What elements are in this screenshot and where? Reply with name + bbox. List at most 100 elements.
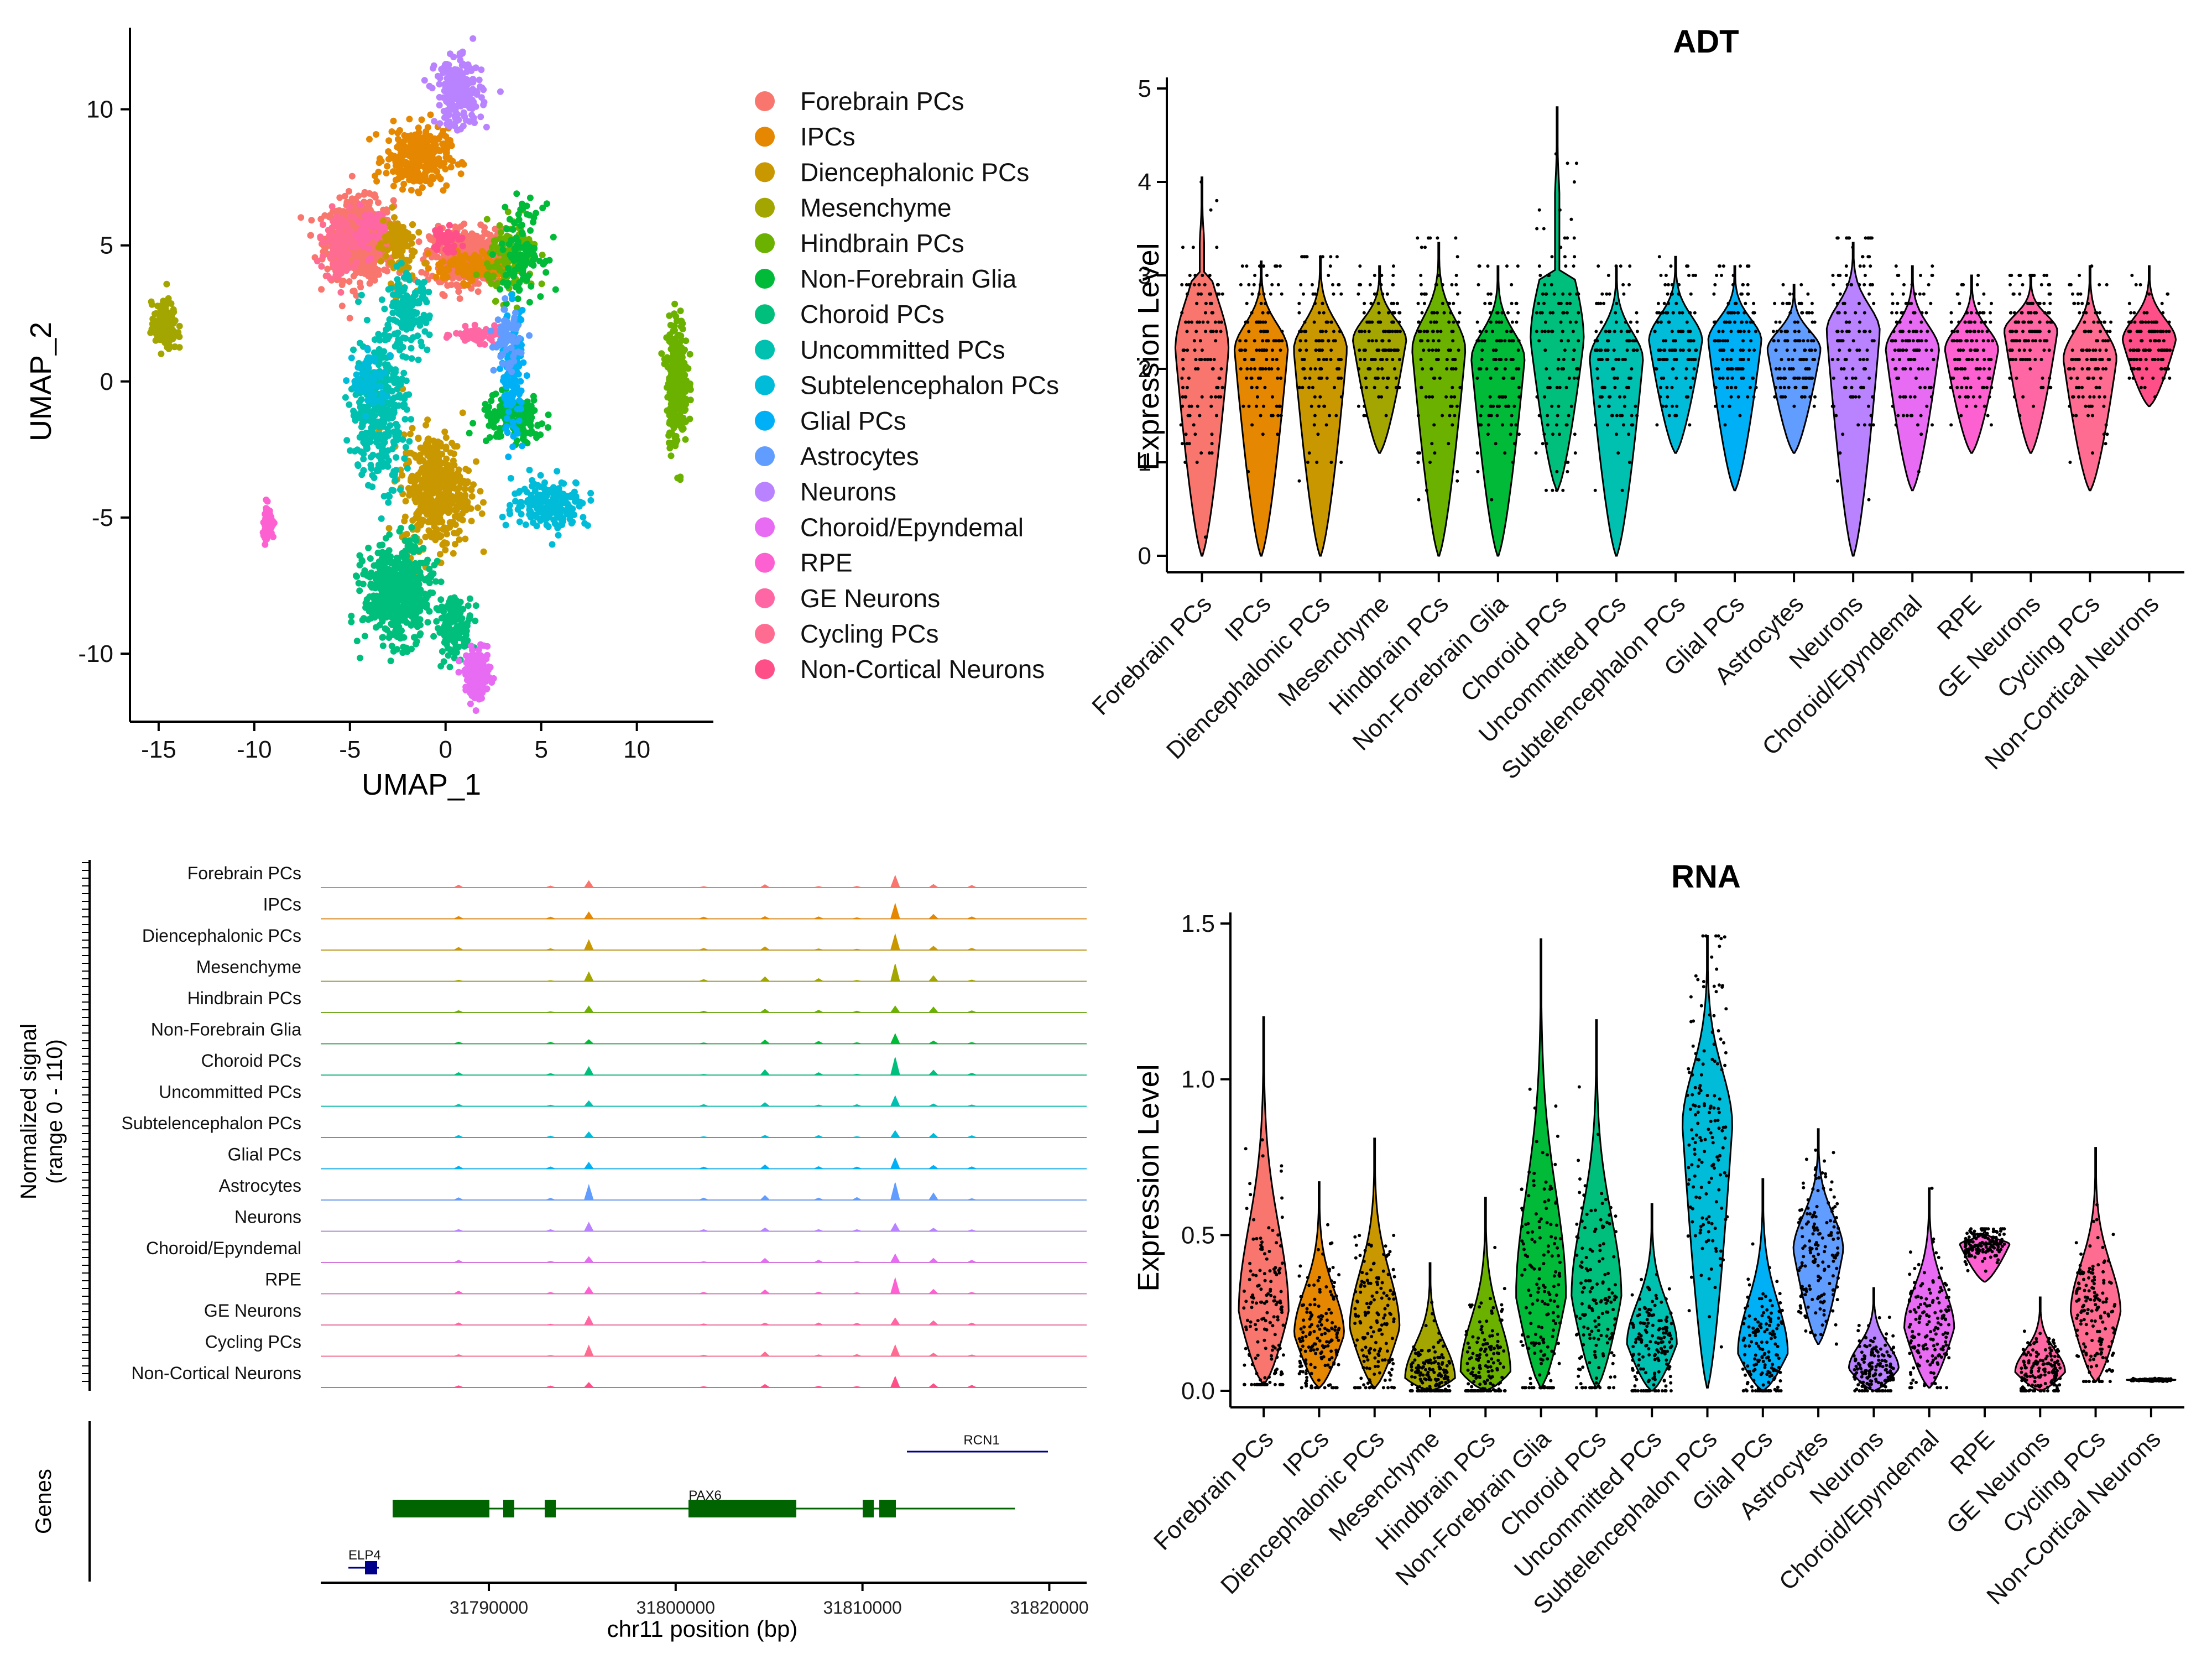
umap-point	[477, 488, 484, 495]
umap-point	[402, 498, 409, 505]
umap-point	[424, 346, 431, 353]
umap-point	[366, 246, 373, 253]
umap-point	[499, 360, 507, 367]
umap-point	[155, 320, 163, 327]
umap-point	[397, 311, 404, 318]
umap-point	[410, 634, 418, 641]
umap-point	[365, 616, 372, 623]
umap-point	[152, 337, 159, 344]
umap-point	[346, 278, 353, 285]
umap-point	[361, 567, 368, 574]
umap-point	[385, 137, 393, 144]
umap-point	[678, 344, 685, 351]
umap-point	[504, 320, 511, 327]
umap-point	[163, 300, 170, 307]
umap-point	[389, 575, 395, 582]
umap-point	[520, 274, 528, 281]
umap-point	[405, 586, 412, 593]
umap-point	[441, 604, 448, 611]
umap-point	[159, 327, 166, 335]
umap-point	[519, 200, 525, 207]
umap-point	[504, 391, 511, 398]
umap-point	[450, 550, 457, 557]
umap-point	[534, 492, 541, 499]
umap-point	[365, 482, 372, 489]
umap-point	[369, 224, 376, 231]
umap-point	[515, 418, 523, 425]
umap-point	[415, 471, 422, 478]
umap-point	[524, 404, 531, 411]
umap-point	[360, 467, 367, 474]
umap-point	[527, 227, 534, 234]
umap-point	[147, 329, 154, 336]
umap-point	[495, 409, 502, 416]
umap-point	[383, 170, 390, 177]
umap-point	[353, 371, 360, 378]
umap-point	[443, 455, 450, 462]
umap-point	[460, 272, 467, 279]
umap-point	[404, 133, 411, 140]
umap-point	[402, 547, 409, 555]
umap-point	[552, 286, 559, 293]
umap-point	[516, 397, 523, 404]
umap-point	[478, 510, 486, 517]
umap-point	[450, 480, 457, 487]
umap-point	[469, 420, 477, 427]
umap-point	[364, 257, 372, 264]
umap-point	[473, 272, 480, 278]
umap-point	[502, 204, 509, 211]
umap-point	[433, 508, 440, 515]
umap-point	[456, 50, 463, 57]
umap-point	[445, 652, 452, 659]
umap-point	[587, 489, 594, 497]
umap-point	[519, 231, 526, 237]
umap-point	[383, 626, 390, 633]
umap-point	[367, 430, 374, 437]
umap-point	[457, 170, 465, 178]
umap-point	[397, 236, 404, 243]
umap-point	[565, 493, 572, 500]
umap-point	[436, 147, 443, 154]
umap-point	[404, 539, 411, 546]
umap-point	[393, 318, 400, 325]
umap-point	[445, 137, 452, 144]
umap-point	[475, 280, 482, 287]
umap-point	[419, 560, 426, 567]
umap-point	[405, 391, 413, 398]
umap-point	[402, 444, 409, 451]
umap-point	[406, 438, 413, 445]
umap-point	[667, 452, 675, 460]
umap-point	[375, 244, 382, 251]
umap-point	[556, 500, 563, 507]
umap-point	[446, 493, 453, 500]
umap-point	[494, 280, 501, 287]
umap-point	[517, 206, 524, 213]
umap-point	[401, 455, 408, 462]
umap-point	[487, 327, 494, 335]
umap-point	[393, 263, 400, 270]
umap-point	[507, 510, 514, 518]
umap-point	[440, 187, 447, 194]
umap-point	[679, 403, 686, 410]
umap-point	[461, 281, 468, 289]
umap-point	[436, 464, 443, 471]
umap-point	[677, 317, 684, 325]
umap-point	[492, 390, 499, 398]
umap-point	[413, 537, 420, 544]
umap-point	[408, 345, 415, 352]
umap-point	[440, 658, 447, 665]
umap-point	[377, 560, 384, 567]
umap-point	[434, 488, 441, 495]
umap-point	[560, 480, 567, 487]
umap-point	[389, 388, 395, 395]
umap-point	[511, 314, 518, 321]
umap-point	[166, 316, 174, 324]
umap-point	[437, 175, 444, 182]
umap-point	[317, 216, 325, 223]
umap-point	[308, 217, 315, 224]
umap-point	[550, 233, 557, 241]
umap-point	[502, 295, 509, 302]
umap-point	[493, 416, 500, 424]
umap-point	[348, 354, 355, 362]
umap-point	[481, 341, 488, 348]
